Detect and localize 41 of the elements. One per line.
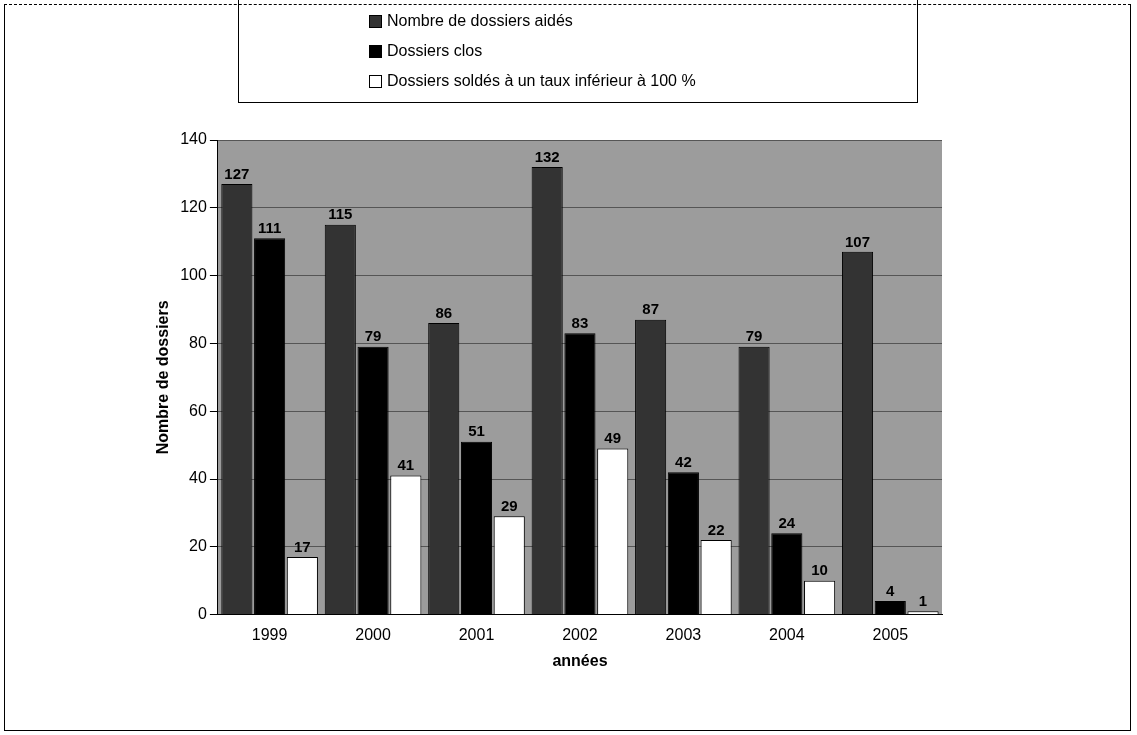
y-tick-label: 20 — [189, 537, 207, 555]
data-label: 51 — [468, 422, 485, 440]
x-axis-title: années — [552, 651, 608, 669]
data-label: 10 — [811, 561, 828, 579]
x-tick-label: 2004 — [769, 625, 805, 643]
data-label: 87 — [642, 300, 659, 318]
legend-label: Dossiers clos — [387, 42, 483, 60]
legend-label: Dossiers soldés à un taux inférieur à 100 % — [387, 72, 696, 90]
data-label: 29 — [500, 496, 518, 514]
data-label: 111 — [257, 218, 282, 236]
y-tick-label: 0 — [197, 605, 207, 623]
data-label: 107 — [845, 232, 871, 250]
legend-label: Nombre de dossiers aidés — [387, 12, 573, 30]
data-label: 22 — [707, 520, 725, 538]
data-label: 79 — [364, 327, 382, 345]
data-label: 127 — [224, 164, 250, 182]
data-label: 49 — [604, 429, 622, 447]
data-label: 41 — [397, 456, 415, 474]
data-label: 1 — [918, 591, 928, 609]
x-tick-label: 1999 — [251, 625, 288, 643]
x-tick-label: 2002 — [562, 625, 598, 643]
x-tick-label: 2001 — [458, 625, 495, 643]
y-tick-label: 40 — [189, 469, 207, 487]
y-tick-label: 100 — [180, 266, 207, 284]
data-label: 86 — [435, 303, 453, 321]
x-tick-label: 2000 — [355, 625, 391, 643]
data-label: 83 — [571, 313, 589, 331]
x-tick-label: 2003 — [665, 625, 702, 643]
data-label: 17 — [294, 537, 311, 555]
y-tick-label: 60 — [189, 401, 207, 419]
y-tick-label: 80 — [189, 333, 207, 351]
x-tick-label: 2005 — [872, 625, 909, 643]
data-label: 79 — [745, 327, 763, 345]
y-tick-label: 120 — [180, 198, 207, 216]
data-label: 4 — [886, 581, 896, 599]
data-label: 132 — [534, 147, 560, 165]
data-label: 24 — [778, 513, 796, 531]
y-axis-title: Nombre de dossiers — [154, 300, 172, 455]
y-tick-label: 140 — [180, 130, 207, 148]
data-label: 42 — [675, 452, 692, 470]
data-label: 115 — [328, 205, 353, 223]
